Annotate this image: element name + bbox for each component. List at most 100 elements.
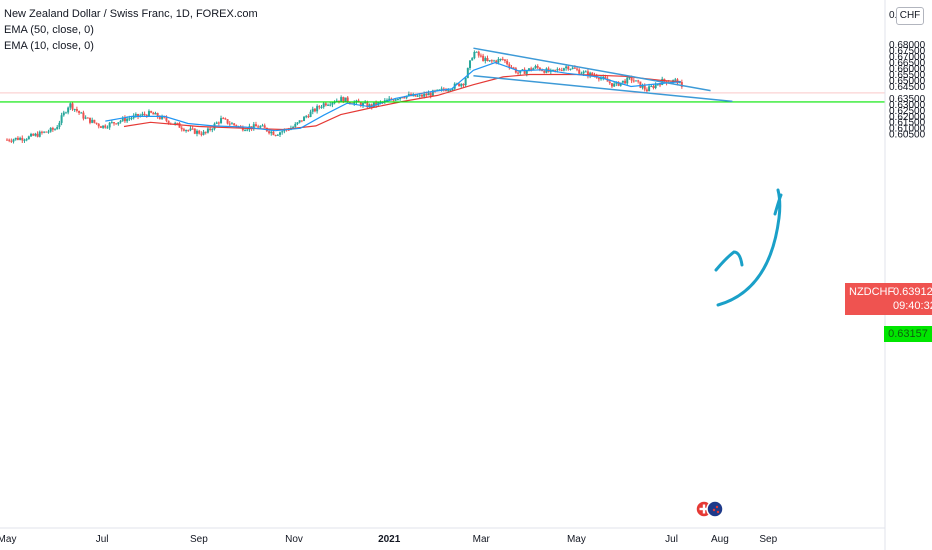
candle-body — [327, 104, 330, 106]
candle-body — [331, 102, 334, 105]
candle-body — [375, 102, 378, 106]
candle-body — [97, 123, 100, 127]
candle-body — [209, 128, 212, 130]
candle-body — [364, 102, 367, 104]
candle-body — [84, 117, 87, 119]
candle-body — [206, 128, 209, 133]
candle-body — [486, 58, 489, 61]
candle-body — [279, 132, 281, 135]
candle-body — [147, 111, 150, 117]
candle-body — [104, 125, 107, 128]
candle-body — [268, 131, 271, 134]
y-tick-label: 0.65500 — [889, 70, 926, 81]
candle-body — [525, 70, 528, 74]
candle-body — [602, 76, 605, 79]
flag-icons[interactable] — [695, 498, 725, 520]
candle-body — [610, 83, 613, 87]
legend-symbol: New Zealand Dollar / Swiss Franc, 1D, FO… — [4, 8, 258, 20]
candle-body — [134, 114, 137, 116]
support-level-tag: 0.63157 — [884, 326, 932, 342]
x-tick-label: Nov — [285, 534, 303, 545]
y-tick-label: 0.62500 — [889, 106, 926, 117]
candle-body — [429, 93, 432, 96]
candle-body — [130, 118, 133, 120]
candle-body — [628, 77, 631, 79]
candle-body — [102, 125, 105, 128]
candle-body — [562, 68, 565, 71]
candle-body — [462, 83, 465, 86]
y-tick-label: 0.68000 — [889, 40, 926, 51]
candle-body — [621, 80, 624, 83]
candle-body — [482, 55, 485, 61]
currency-button[interactable]: CHF — [896, 7, 924, 25]
candle-body — [311, 108, 314, 112]
candle-body — [108, 122, 111, 128]
candle-body — [309, 111, 312, 117]
legend-ema50: EMA (50, close, 0) — [4, 24, 94, 36]
candle-body — [582, 71, 585, 74]
candle-body — [287, 129, 290, 131]
candle-body — [534, 65, 537, 69]
candle-body — [488, 60, 491, 62]
candle-body — [257, 126, 260, 128]
ema10-line — [105, 61, 681, 132]
candle-body — [307, 116, 310, 118]
candle-body — [372, 102, 375, 108]
candle-body — [556, 69, 559, 71]
candle-body — [191, 128, 194, 130]
candle-body — [185, 130, 188, 132]
candle-body — [276, 134, 279, 136]
candle-body — [113, 122, 116, 124]
candle-body — [475, 51, 478, 53]
candle-body — [630, 77, 633, 81]
candle-body — [274, 135, 277, 137]
x-axis: May Jul Sep Nov 2021 Mar May Jul Aug Sep — [0, 534, 778, 545]
y-tick-label: 0.65000 — [889, 76, 926, 87]
candle-body — [652, 86, 655, 89]
candle-body — [298, 120, 301, 123]
candle-body — [416, 95, 419, 97]
candle-body — [442, 88, 445, 90]
candle-body — [383, 100, 386, 102]
candle-body — [27, 136, 30, 140]
candle-body — [121, 117, 124, 121]
candle-body — [541, 70, 544, 72]
candle-body — [80, 112, 83, 114]
candle-body — [244, 130, 247, 132]
y-tick-label: 0.60500 — [889, 130, 926, 141]
candle-body — [143, 113, 146, 116]
candle-body — [348, 102, 351, 104]
candle-body — [75, 108, 78, 111]
candle-body — [36, 133, 39, 137]
candle-body — [532, 68, 535, 71]
candle-body — [259, 126, 262, 128]
candle-body — [189, 128, 192, 131]
y-tick-label: 0.67000 — [889, 52, 926, 63]
y-tick-label: 0.61000 — [889, 124, 926, 135]
candle-body — [392, 99, 395, 101]
candle-body — [51, 127, 54, 130]
candle-body — [254, 124, 257, 127]
candle-body — [235, 125, 238, 127]
candle-body — [414, 93, 417, 97]
candle-body — [292, 126, 295, 128]
candle-body — [228, 123, 231, 125]
x-tick-label: Sep — [190, 534, 208, 545]
x-tick-label: Jul — [665, 534, 678, 545]
candle-body — [58, 122, 61, 127]
candle-body — [617, 81, 620, 86]
y-tick-label: 0.66000 — [889, 64, 926, 75]
candle-body — [233, 123, 236, 126]
candle-body — [110, 122, 113, 124]
candle-body — [40, 131, 43, 133]
candle-body — [523, 69, 526, 74]
candle-body — [584, 71, 587, 73]
candle-body — [38, 131, 41, 137]
candle-body — [316, 106, 319, 112]
candle-body — [613, 83, 616, 87]
candle-body — [578, 69, 581, 74]
candle-body — [499, 58, 502, 60]
candle-body — [123, 117, 126, 122]
candle-body — [659, 84, 662, 86]
candle-body — [501, 58, 504, 60]
